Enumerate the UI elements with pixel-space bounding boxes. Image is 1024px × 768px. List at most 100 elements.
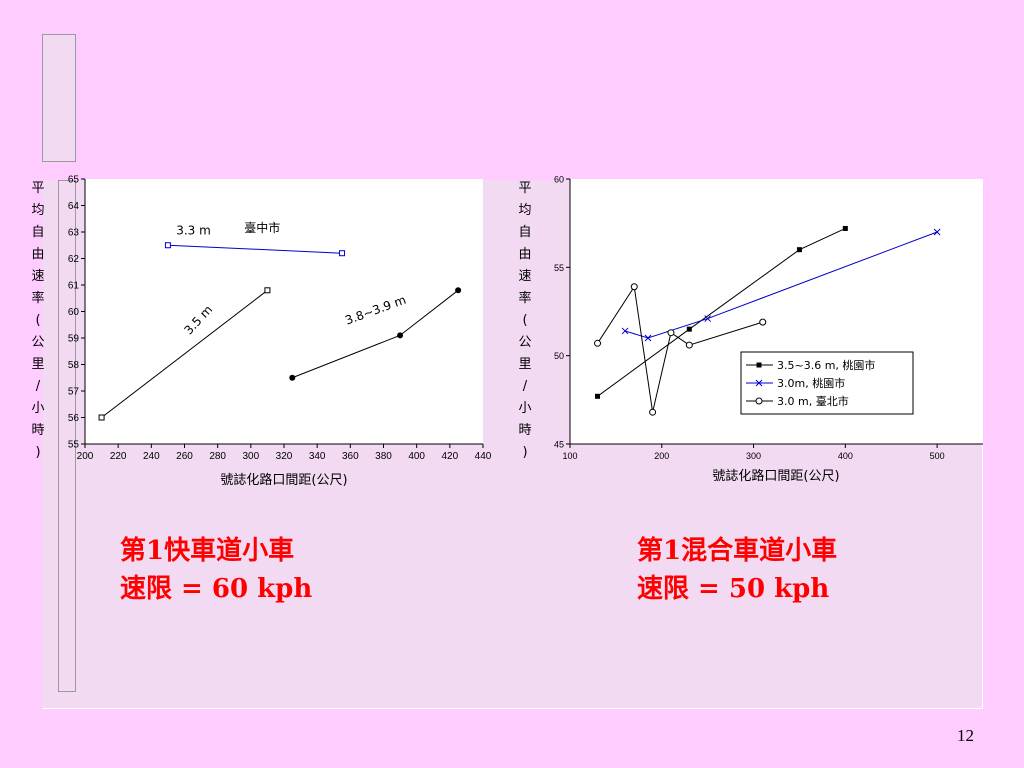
series-line — [597, 228, 846, 397]
x-tick-label: 240 — [143, 451, 160, 462]
x-tick-label: 400 — [408, 451, 425, 462]
ylabel-char: ) — [35, 445, 41, 460]
data-point-stroke — [644, 334, 652, 342]
data-point — [339, 250, 346, 257]
decorative-frame-side — [58, 180, 76, 692]
ylabel-char: 率 — [518, 291, 532, 306]
data-point — [397, 332, 404, 339]
ylabel-char: 自 — [518, 225, 532, 240]
y-tick-label: 62 — [68, 254, 80, 265]
y-tick-label: 64 — [68, 201, 80, 212]
x-tick-label: 260 — [176, 451, 193, 462]
x-tick-label: 200 — [654, 451, 669, 461]
x-tick-label: 200 — [77, 451, 94, 462]
left-caption-line-1: 第1快車道小車 — [120, 536, 295, 566]
left-caption-line-2: 速限 = 60 kph — [120, 574, 313, 604]
data-point — [649, 408, 657, 416]
left-chart: 200 220 240 260 280 300 320 340 360 380 400 420 440 5… — [68, 175, 492, 489]
ylabel-char: 平 — [31, 181, 45, 196]
y-tick-label: 50 — [554, 351, 564, 361]
x-axis-label: 號誌化路口間距(公尺) — [220, 472, 347, 488]
series-line — [167, 244, 343, 254]
ylabel-char: ) — [522, 445, 528, 460]
legend: 3.5~3.6 m, 桃園市 3.0m, 桃園市 3.0 m, 臺北市 — [740, 351, 914, 415]
x-tick-label: 420 — [441, 451, 458, 462]
ylabel-char: 平 — [518, 181, 532, 196]
ylabel-char: 均 — [518, 203, 532, 218]
y-tick-label: 60 — [554, 175, 564, 185]
data-point — [594, 339, 602, 347]
y-tick-label: 58 — [68, 360, 80, 371]
ylabel-char: ( — [522, 313, 528, 328]
series-1 — [98, 287, 271, 421]
ylabel-char: 里 — [31, 357, 45, 372]
data-point — [755, 397, 763, 405]
x-tick-label: 220 — [110, 451, 127, 462]
page-number: 12 — [957, 726, 974, 745]
data-point — [98, 414, 105, 421]
ylabel-char: 時 — [31, 423, 45, 438]
x-tick-label: 340 — [309, 451, 326, 462]
series-0 — [595, 225, 848, 399]
series-1 — [621, 228, 941, 342]
x-tick-label: 500 — [930, 451, 945, 461]
annotation: 臺中市 — [244, 220, 280, 235]
data-point — [264, 287, 271, 294]
ylabel-char: 自 — [31, 225, 45, 240]
data-point-stroke — [621, 327, 629, 335]
ylabel-char: / — [522, 379, 528, 394]
ylabel-char: 率 — [31, 291, 45, 306]
data-point — [164, 242, 171, 249]
data-point — [796, 247, 802, 253]
series-line — [597, 285, 763, 413]
legend-entry: 3.5~3.6 m, 桃園市 — [777, 358, 875, 372]
x-tick-label: 300 — [242, 451, 259, 462]
data-point — [667, 329, 675, 337]
x-tick-label: 440 — [475, 451, 492, 462]
x-tick-label: 300 — [746, 451, 761, 461]
data-point-stroke — [933, 228, 941, 236]
data-point-stroke — [704, 315, 712, 322]
x-tick-label: 360 — [342, 451, 359, 462]
x-tick-label: 380 — [375, 451, 392, 462]
right-caption-line-2: 速限 = 50 kph — [637, 574, 830, 604]
plot-area — [85, 179, 483, 444]
series-line — [101, 289, 268, 418]
right-caption: 第1混合車道小車 速限 = 50 kph — [637, 532, 837, 608]
y-tick-label: 65 — [68, 175, 80, 186]
ylabel-char: ( — [35, 313, 41, 328]
series-0 — [164, 242, 346, 257]
x-tick-label: 280 — [209, 451, 226, 462]
y-tick-label: 45 — [554, 440, 564, 450]
legend-entry: 3.0 m, 臺北市 — [777, 394, 849, 408]
data-point — [595, 393, 601, 399]
data-point — [455, 287, 462, 294]
ylabel-char: 里 — [518, 357, 532, 372]
y-tick-label: 55 — [554, 263, 564, 273]
right-chart-ylabel: 平均自由速率 (公里 / 小時) — [517, 178, 533, 464]
ylabel-char: 均 — [31, 203, 45, 218]
ylabel-char: 由 — [31, 247, 45, 262]
ylabel-char: / — [35, 379, 41, 394]
ylabel-char: 時 — [518, 423, 532, 438]
y-tick-label: 61 — [68, 281, 80, 292]
series-line — [624, 231, 938, 339]
ylabel-char: 速 — [31, 269, 45, 284]
x-tick-label: 320 — [276, 451, 293, 462]
annotation: 3.3 m — [176, 224, 211, 238]
right-chart: 100 200 300 400 500 45 50 55 60 號誌化路口間距(公尺) 3.5~3.… — [554, 175, 983, 484]
x-tick-label: 400 — [838, 451, 853, 461]
ylabel-char: 公 — [518, 335, 532, 350]
data-point-stroke — [755, 379, 763, 387]
y-tick-label: 59 — [68, 334, 80, 345]
data-point — [756, 362, 762, 368]
ylabel-char: 小 — [31, 401, 45, 416]
y-tick-label: 55 — [68, 440, 80, 451]
left-caption: 第1快車道小車 速限 = 60 kph — [120, 532, 312, 608]
y-tick-label: 57 — [68, 387, 80, 398]
ylabel-char: 公 — [31, 335, 45, 350]
legend-entry: 3.0m, 桃園市 — [777, 376, 845, 390]
data-point — [686, 326, 692, 332]
ylabel-char: 由 — [518, 247, 532, 262]
